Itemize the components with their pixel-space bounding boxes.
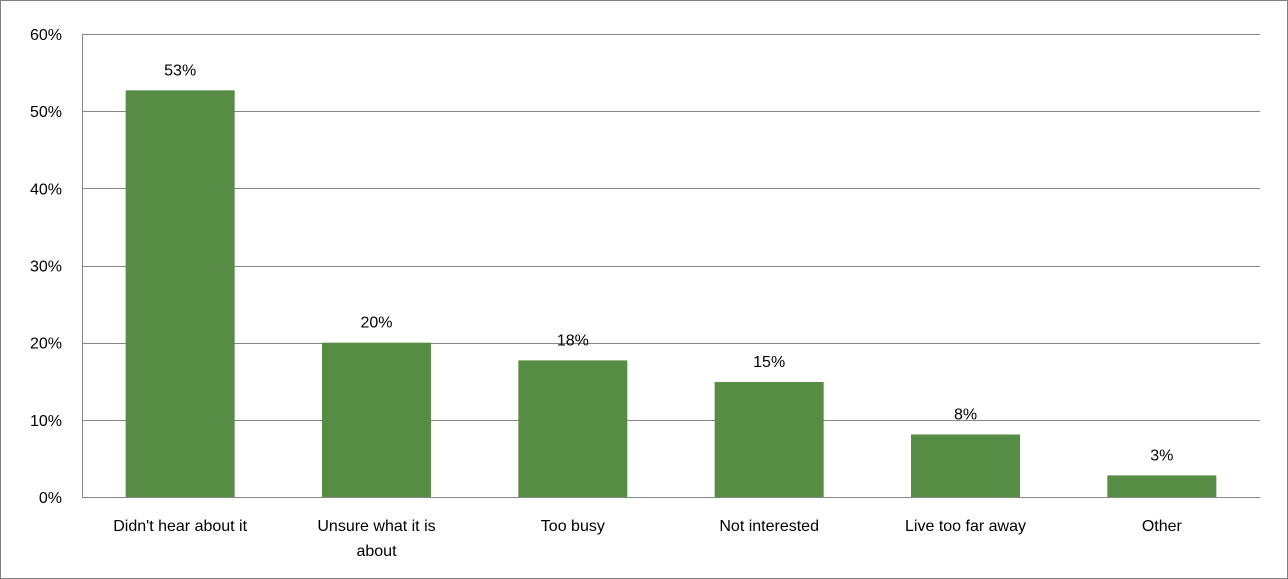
bar	[125, 90, 235, 497]
bar	[518, 360, 628, 497]
x-category-label: Not interested	[719, 518, 819, 535]
y-tick-label: 60%	[30, 27, 62, 44]
x-category-label: about	[356, 543, 397, 560]
x-category-label: Live too far away	[905, 518, 1026, 535]
x-category-label: Too busy	[541, 518, 605, 535]
data-label: 8%	[954, 406, 977, 423]
data-label: 53%	[164, 62, 196, 79]
x-category-label: Unsure what it is	[317, 518, 435, 535]
x-category-label: Didn't hear about it	[113, 518, 247, 535]
gridlines	[82, 34, 1260, 421]
bar	[1107, 475, 1217, 497]
y-tick-label: 50%	[30, 104, 62, 121]
x-axis-category-labels: Didn't hear about it Unsure what it is abo…	[113, 518, 1182, 560]
y-tick-label: 10%	[30, 413, 62, 430]
y-axis-tick-labels: 0% 10% 20% 30% 40% 50% 60%	[30, 27, 62, 507]
axes	[82, 34, 1260, 498]
y-tick-label: 0%	[39, 490, 62, 507]
bars	[125, 90, 1217, 497]
bar	[322, 342, 431, 497]
y-tick-label: 20%	[30, 336, 62, 353]
bar	[714, 382, 824, 497]
data-label: 20%	[360, 315, 392, 332]
data-label: 18%	[557, 332, 589, 349]
bar	[911, 434, 1020, 497]
y-tick-label: 30%	[30, 259, 62, 276]
data-labels: 53% 20% 18% 15% 8% 3%	[164, 62, 1173, 464]
data-label: 15%	[753, 354, 785, 371]
y-tick-label: 40%	[30, 181, 62, 198]
data-label: 3%	[1150, 447, 1173, 464]
x-category-label: Other	[1142, 518, 1183, 535]
